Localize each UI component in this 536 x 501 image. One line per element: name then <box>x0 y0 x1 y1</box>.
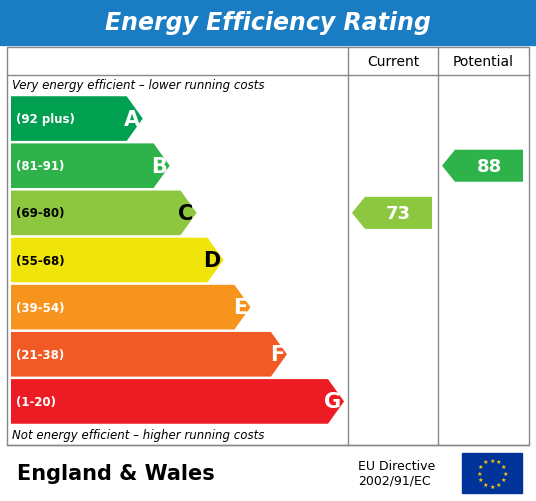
Text: Very energy efficient – lower running costs: Very energy efficient – lower running co… <box>12 79 264 92</box>
Text: E: E <box>233 298 248 318</box>
Text: ★: ★ <box>489 457 495 462</box>
Text: ★: ★ <box>476 470 482 475</box>
Text: (21-38): (21-38) <box>16 348 64 361</box>
Polygon shape <box>11 285 250 330</box>
Text: EU Directive: EU Directive <box>358 459 435 472</box>
Text: England & Wales: England & Wales <box>17 463 215 483</box>
Text: C: C <box>178 203 193 223</box>
Text: (55-68): (55-68) <box>16 254 65 267</box>
Bar <box>7 48 529 445</box>
Text: ★: ★ <box>483 482 488 487</box>
Polygon shape <box>11 191 197 235</box>
Polygon shape <box>11 97 143 142</box>
Text: 73: 73 <box>386 204 411 222</box>
Text: 88: 88 <box>477 157 502 175</box>
Text: ★: ★ <box>489 483 495 488</box>
Bar <box>0 0 536 46</box>
Text: ★: ★ <box>478 477 483 482</box>
Text: F: F <box>270 345 284 365</box>
Bar <box>462 453 522 493</box>
Text: (92 plus): (92 plus) <box>16 113 75 126</box>
Polygon shape <box>11 379 344 424</box>
Text: Current: Current <box>367 55 419 69</box>
Text: G: G <box>324 392 341 412</box>
Text: A: A <box>124 109 140 129</box>
Text: (39-54): (39-54) <box>16 301 64 314</box>
Text: Not energy efficient – higher running costs: Not energy efficient – higher running co… <box>12 429 264 441</box>
Text: Energy Efficiency Rating: Energy Efficiency Rating <box>105 11 431 35</box>
Text: (69-80): (69-80) <box>16 207 64 220</box>
Polygon shape <box>352 197 432 229</box>
Text: D: D <box>203 250 220 271</box>
Text: ★: ★ <box>478 464 483 469</box>
Text: ★: ★ <box>501 477 506 482</box>
Text: ★: ★ <box>483 459 488 464</box>
Text: ★: ★ <box>496 459 501 464</box>
Polygon shape <box>11 332 287 377</box>
Text: (81-91): (81-91) <box>16 160 64 173</box>
Text: ★: ★ <box>496 482 501 487</box>
Text: 2002/91/EC: 2002/91/EC <box>358 473 430 486</box>
Text: Potential: Potential <box>453 55 514 69</box>
Text: ★: ★ <box>501 464 506 469</box>
Text: ★: ★ <box>502 470 508 475</box>
Text: B: B <box>151 156 167 176</box>
Text: (1-20): (1-20) <box>16 395 56 408</box>
Polygon shape <box>11 144 170 189</box>
Polygon shape <box>11 238 224 283</box>
Polygon shape <box>442 150 523 182</box>
